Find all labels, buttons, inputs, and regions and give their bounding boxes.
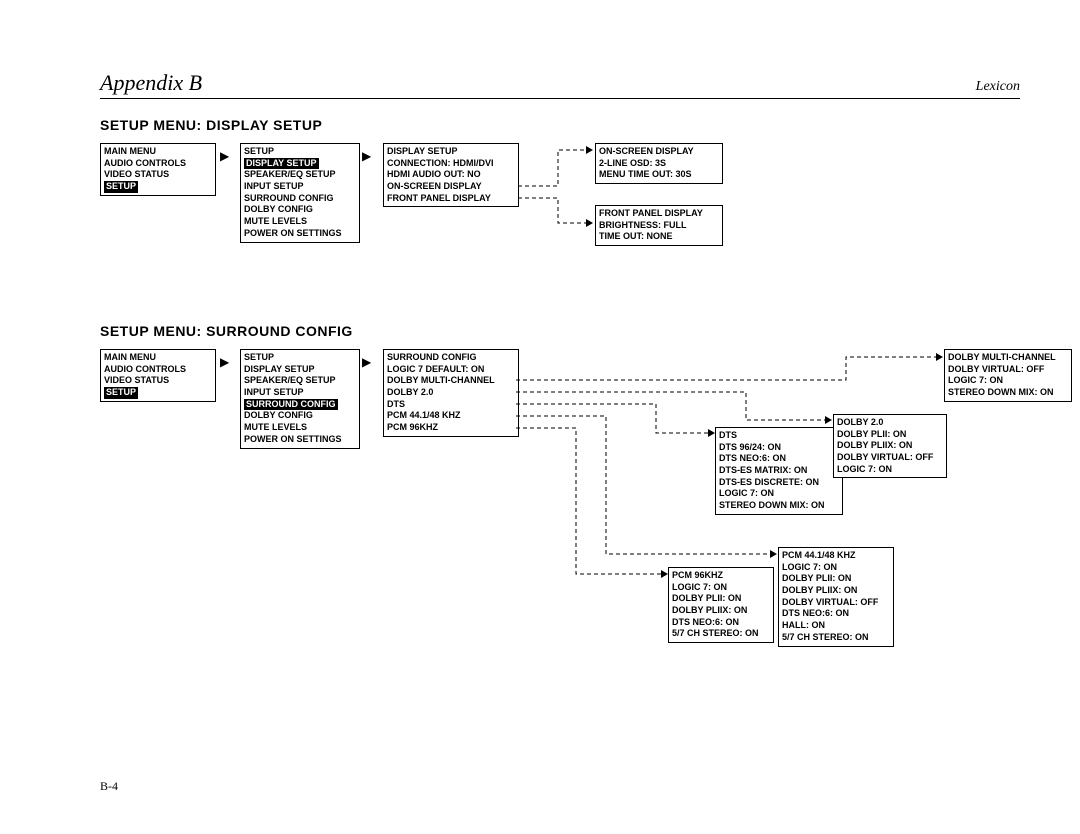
header-right: Lexicon xyxy=(976,79,1020,95)
box-dolby20: DOLBY 2.0 DOLBY PLII: ON DOLBY PLIIx: ON… xyxy=(833,414,947,478)
box-surround-config: SURROUND CONFIG LOGIC 7 DEFAULT: ON DOLB… xyxy=(383,349,519,437)
header-left: Appendix B xyxy=(100,70,202,96)
box-setup-2: SETUP DISPLAY SETUP SPEAKER/EQ SETUP INP… xyxy=(240,349,360,449)
arrow-icon: ▶ xyxy=(220,355,229,369)
arrow-icon: ▶ xyxy=(362,355,371,369)
diagram-display-setup: MAIN MENU AUDIO CONTROLS VIDEO STATUS SE… xyxy=(100,143,1020,323)
box-display-setup: DISPLAY SETUP CONNECTION: HDMI/DVI HDMI … xyxy=(383,143,519,207)
arrow-icon: ▶ xyxy=(362,149,371,163)
box-fpd: FRONT PANEL DISPLAY BRIGHTNESS: FULL TIM… xyxy=(595,205,723,246)
box-pcm4448: PCM 44.1/48 kHz LOGIC 7: ON DOLBY PLII: … xyxy=(778,547,894,647)
diagram-surround-config: MAIN MENU AUDIO CONTROLS VIDEO STATUS SE… xyxy=(100,349,1020,729)
section1-title: SETUP MENU: DISPLAY SETUP xyxy=(100,117,1020,133)
section2-title: SETUP MENU: SURROUND CONFIG xyxy=(100,323,1020,339)
box-pcm96: PCM 96kHz LOGIC 7: ON DOLBY PLII: ON DOL… xyxy=(668,567,774,643)
arrow-icon: ▶ xyxy=(220,149,229,163)
box-setup-1: SETUP DISPLAY SETUP SPEAKER/EQ SETUP INP… xyxy=(240,143,360,243)
box-main-menu-1: MAIN MENU AUDIO CONTROLS VIDEO STATUS SE… xyxy=(100,143,216,196)
box-dts: DTS DTS 96/24: ON DTS NEO:6: ON DTS-ES M… xyxy=(715,427,843,515)
box-main-menu-2: MAIN MENU AUDIO CONTROLS VIDEO STATUS SE… xyxy=(100,349,216,402)
page-header: Appendix B Lexicon xyxy=(100,70,1020,99)
box-osd: ON-SCREEN DISPLAY 2-LINE OSD: 3s MENU TI… xyxy=(595,143,723,184)
box-dolby-mc: DOLBY MULTI-CHANNEL DOLBY VIRTUAL: OFF L… xyxy=(944,349,1072,402)
page-footer: B-4 xyxy=(100,779,118,794)
